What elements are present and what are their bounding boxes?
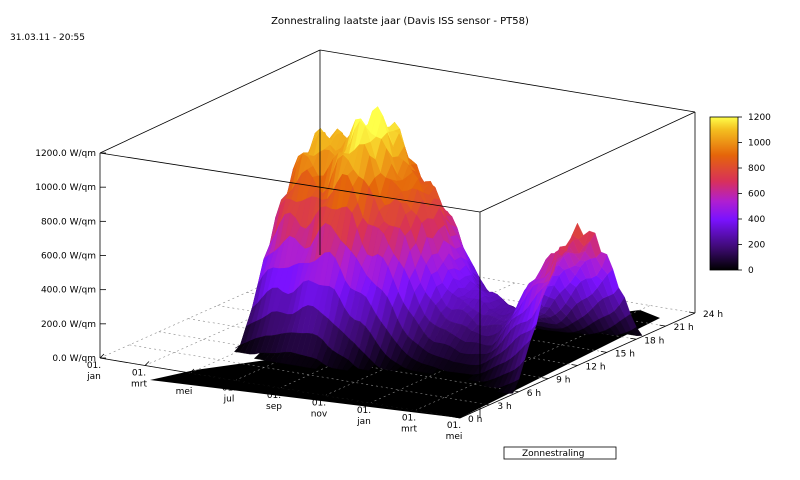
- z-tick-label: 1000.0 W/qm: [35, 183, 96, 193]
- colorbar-tick-label: 800: [748, 164, 765, 174]
- x-tick-label-month: mrt: [131, 380, 147, 390]
- surface-facet: [310, 359, 323, 370]
- y-tick-label: 18 h: [644, 336, 664, 346]
- chart-title: Zonnestraling laatste jaar (Davis ISS se…: [271, 16, 529, 27]
- x-tick-label-month: mei: [176, 387, 193, 397]
- colorbar-tick-label: 600: [748, 190, 765, 200]
- x-tick-label-month: jan: [86, 372, 101, 382]
- surface-facet: [342, 359, 354, 371]
- x-tick-label-day: 01.: [402, 414, 416, 424]
- surface-facet: [363, 358, 376, 371]
- z-tick-label: 0.0 W/qm: [52, 354, 96, 364]
- x-tick-label-month: sep: [266, 402, 282, 412]
- x-tick-label-month: mrt: [401, 425, 417, 435]
- colorbar-ticks: 0 200 400 600 800 1000 1200: [738, 113, 771, 276]
- y-tick-label: 6 h: [527, 389, 541, 399]
- z-tick-label: 600.0 W/qm: [41, 252, 96, 262]
- colorbar-tick-label: 400: [748, 215, 765, 225]
- legend: Zonnestraling: [503, 446, 617, 460]
- y-tick-label: 24 h: [703, 310, 723, 320]
- colorbar-tick-label: 1000: [748, 139, 771, 149]
- colorbar-tick-label: 0: [748, 266, 754, 276]
- x-tick-label-day: 01.: [267, 391, 281, 401]
- y-tick-label: 12 h: [586, 363, 606, 373]
- x-tick-label-month: mei: [446, 432, 463, 442]
- x-tick-label-day: 01.: [222, 384, 236, 394]
- timestamp: 31.03.11 - 20:55: [10, 33, 85, 43]
- z-tick-label: 800.0 W/qm: [41, 217, 96, 227]
- x-tick-label-day: 01.: [357, 406, 371, 416]
- x-tick-label-day: 01.: [87, 361, 101, 371]
- colorbar-tick-label: 1200: [748, 113, 771, 123]
- surface-facet: [389, 362, 402, 372]
- x-tick-label-day: 01.: [312, 399, 326, 409]
- x-tick-label-month: jul: [223, 395, 235, 405]
- x-tick-label-month: jan: [356, 417, 371, 427]
- surface: [234, 106, 643, 394]
- y-tick-label: 3 h: [497, 402, 511, 412]
- colorbar-gradient: [709, 116, 739, 271]
- x-tick-label-day: 01.: [447, 421, 461, 431]
- x-axis: 01.jan 01.mrt 01.mei 01.jul 01.sep 01.nov 01.j…: [86, 353, 465, 442]
- legend-label: Zonnestraling: [522, 449, 584, 459]
- y-axis: 0 h 3 h 6 h 9 h 12 h 15 h 18 h 21 h 24 h: [453, 310, 723, 425]
- y-tick-label: 15 h: [615, 349, 635, 359]
- z-tick-label: 400.0 W/qm: [41, 286, 96, 296]
- colorbar-tick-label: 200: [748, 241, 765, 251]
- z-tick-label: 1200.0 W/qm: [35, 149, 96, 159]
- surface-facet: [507, 379, 520, 394]
- z-axis: 0.0 W/qm 200.0 W/qm 400.0 W/qm 600.0 W/qm 80…: [35, 149, 106, 364]
- y-tick-label: 0 h: [468, 415, 482, 425]
- colorbar: 0 200 400 600 800 1000 1200: [709, 113, 771, 276]
- z-tick-label: 200.0 W/qm: [41, 320, 96, 330]
- x-tick-label-month: nov: [311, 410, 328, 420]
- x-tick-label-day: 01.: [132, 369, 146, 379]
- legend-box: [503, 446, 617, 460]
- y-tick-label: 21 h: [674, 323, 694, 333]
- x-tick-label-day: 01.: [177, 376, 191, 386]
- surface-facet: [426, 366, 439, 374]
- y-tick-label: 9 h: [556, 376, 570, 386]
